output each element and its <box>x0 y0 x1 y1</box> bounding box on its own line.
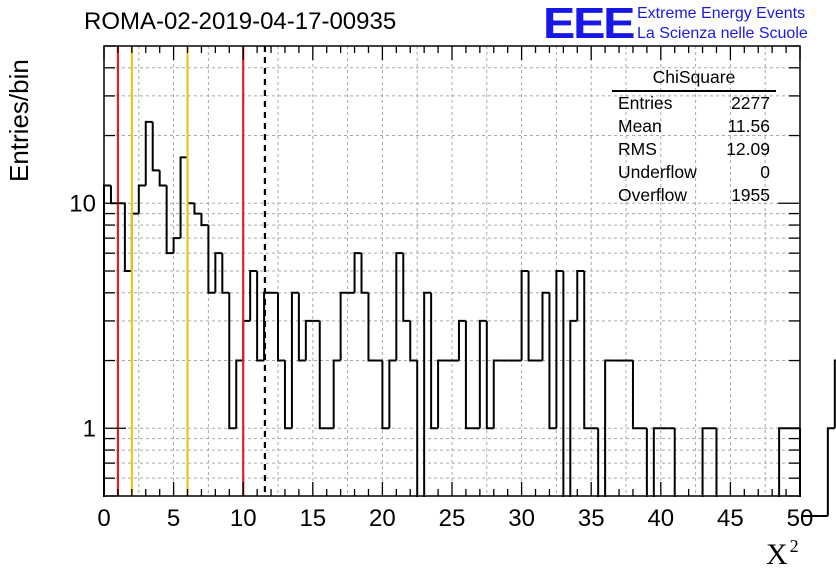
stats-box: ChiSquare Entries 2277 Mean 11.56 RMS 12… <box>612 66 776 207</box>
x-tick-label: 45 <box>717 505 744 532</box>
histogram-bin <box>235 359 244 429</box>
histogram-bin <box>318 320 327 430</box>
histogram-bin <box>283 360 292 430</box>
histogram-bin <box>290 291 299 429</box>
histogram-bin <box>409 320 418 362</box>
histogram-bin <box>144 120 153 186</box>
histogram-bin <box>297 292 306 362</box>
x-tick-label: 20 <box>369 505 396 532</box>
histogram-bin <box>151 121 160 172</box>
logo-line-2: La Scienza nelle Scuole <box>637 25 808 42</box>
histogram-bin <box>478 319 487 429</box>
stats-label: Underflow <box>618 162 697 182</box>
histogram-bin <box>652 427 661 516</box>
stats-value: 1955 <box>731 185 770 205</box>
histogram-bin <box>103 184 111 516</box>
plot-bottom-mask <box>102 497 802 527</box>
histogram-bin <box>332 359 341 429</box>
histogram-bin <box>527 271 536 362</box>
stats-label: Overflow <box>618 185 688 205</box>
stats-row-underflow: Underflow 0 <box>612 161 776 184</box>
histogram-bin <box>221 253 230 294</box>
x-tick-label: 5 <box>167 505 180 532</box>
y-tick-label: 1 <box>83 415 96 442</box>
histogram-bin <box>402 253 411 322</box>
histogram-bin <box>304 319 313 361</box>
histogram-bin <box>123 203 132 272</box>
histogram-bin <box>833 359 836 429</box>
x-tick-label: 0 <box>97 505 110 532</box>
x-tick-label: 40 <box>647 505 674 532</box>
x-axis-label-superscript: 2 <box>789 536 799 556</box>
stats-label: Mean <box>618 116 662 136</box>
x-axis-label-symbol: Χ <box>766 538 788 571</box>
stats-row-mean: Mean 11.56 <box>612 115 776 138</box>
x-tick-label: 35 <box>578 505 605 532</box>
stats-title: ChiSquare <box>652 67 736 87</box>
histogram-bin <box>826 427 835 516</box>
stats-row-overflow: Overflow 1955 <box>612 184 776 207</box>
y-axis-label: Entries/bin <box>4 59 34 182</box>
histogram-bin <box>437 359 446 429</box>
histogram-bin <box>207 225 216 294</box>
stats-label: RMS <box>618 139 657 159</box>
histogram-bin <box>277 292 285 362</box>
histogram-bin <box>381 360 390 430</box>
stats-row-entries: Entries 2277 <box>612 92 776 115</box>
histogram-bin <box>339 291 348 361</box>
histogram-bin <box>423 291 432 516</box>
histogram-bin <box>457 319 466 361</box>
histogram-bin <box>360 253 369 294</box>
histogram-bin <box>583 271 592 430</box>
histogram-bin <box>492 359 501 429</box>
eee-logo: EEE Extreme Energy Events La Scienza nel… <box>543 2 833 46</box>
histogram-bin <box>367 292 376 362</box>
histogram-bin <box>388 359 397 429</box>
histogram-bin <box>179 156 188 239</box>
histogram-bin <box>569 319 578 516</box>
histogram-bin <box>631 360 640 430</box>
stats-value: 12.09 <box>726 139 770 159</box>
logo-line-1: Extreme Energy Events <box>637 5 806 22</box>
x-tick-label: 25 <box>439 505 466 532</box>
histogram-bin <box>228 292 237 430</box>
histogram-bin <box>464 320 473 430</box>
x-tick-label: 30 <box>508 505 535 532</box>
histogram-bin <box>701 427 710 516</box>
histogram-bin <box>165 185 174 255</box>
histogram-bin <box>193 203 202 215</box>
histogram-bin <box>353 252 362 293</box>
histogram-bin <box>249 270 258 321</box>
histogram-bin <box>485 320 494 430</box>
histogram-bin <box>548 292 557 430</box>
stats-label: Entries <box>618 93 673 113</box>
histogram-bin <box>520 270 529 361</box>
histogram-bin <box>541 291 550 361</box>
logo-mark: EEE <box>543 0 635 48</box>
histogram-bin <box>576 270 585 321</box>
y-tick-label: 10 <box>69 190 96 217</box>
histogram-bin <box>158 170 167 187</box>
stats-value: 2277 <box>731 93 770 113</box>
stats-divider <box>612 90 776 92</box>
histogram-bin <box>256 271 265 362</box>
histogram-bin <box>200 213 209 227</box>
histogram-bin <box>555 270 564 429</box>
histogram-bin <box>562 271 571 517</box>
histogram-bin <box>604 359 613 516</box>
x-tick-label: 15 <box>299 505 326 532</box>
x-tick-label: 10 <box>230 505 257 532</box>
histogram-bin <box>172 237 181 254</box>
stats-value: 0 <box>760 162 770 182</box>
stats-value: 11.56 <box>727 116 771 136</box>
x-tick-label: 50 <box>787 505 814 532</box>
histogram-bin <box>214 252 223 293</box>
chart-title: ROMA-02-2019-04-17-00935 <box>84 8 397 35</box>
stats-row-rms: RMS 12.09 <box>612 138 776 161</box>
histogram-bin <box>430 292 439 430</box>
histogram-bin <box>395 252 404 361</box>
histogram-bin <box>137 184 146 214</box>
